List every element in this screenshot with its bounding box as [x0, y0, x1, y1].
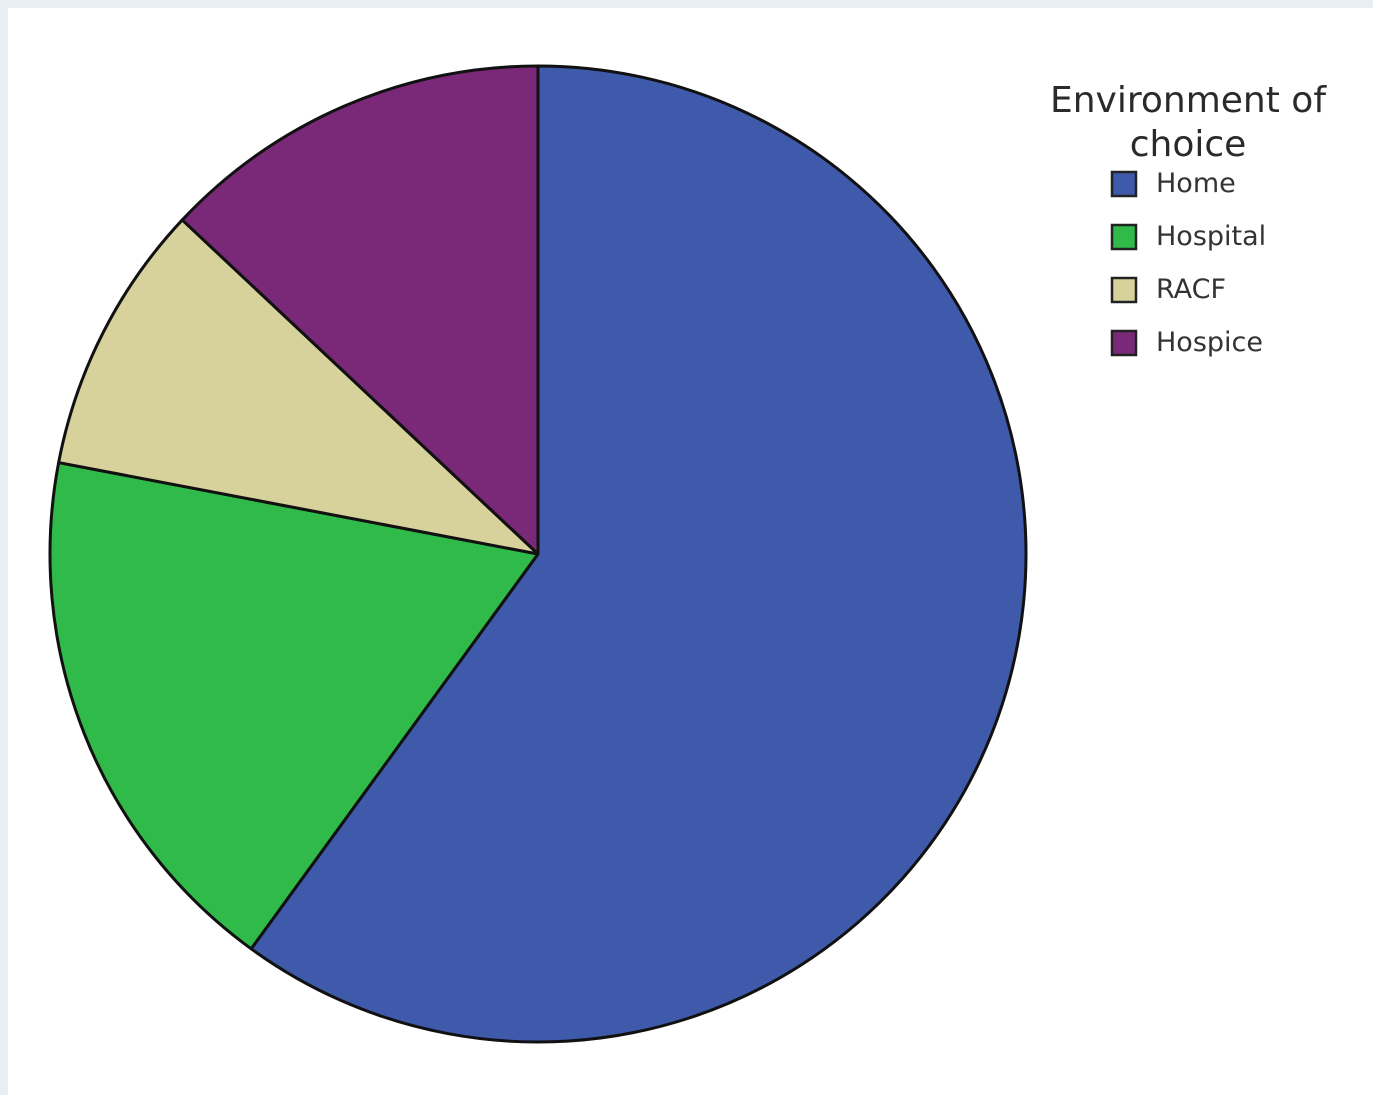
pie-slice-hospice	[180, 64, 540, 556]
pie-chart: Environment of choice HomeHospitalRACFHo…	[48, 64, 1327, 1044]
legend-label-hospice: Hospice	[1156, 327, 1263, 358]
legend-swatch-racf	[1110, 276, 1138, 304]
pie-slices	[48, 64, 1028, 1044]
legend-label-racf: RACF	[1156, 274, 1226, 305]
legend-title-line-1: Environment of	[1050, 80, 1327, 121]
legend-swatch-home	[1110, 170, 1138, 198]
legend-item-hospice: Hospice	[1110, 327, 1263, 358]
legend-title-line-2: choice	[1130, 124, 1247, 165]
legend-swatch-hospital	[1110, 223, 1138, 251]
legend-item-racf: RACF	[1110, 274, 1226, 305]
pie-slice-home	[249, 64, 1028, 1044]
legend-items: Home Hospital RACF Hospice	[1110, 168, 1266, 358]
legend: Environment of choice HomeHospitalRACFHo…	[1050, 80, 1327, 358]
pie-slice-hospital	[48, 461, 540, 951]
legend-label-hospital: Hospital	[1156, 221, 1266, 252]
legend-item-hospital: Hospital	[1110, 221, 1266, 252]
legend-label-home: Home	[1156, 168, 1236, 199]
pie-slice-racf	[57, 218, 540, 556]
legend-swatch-hospice	[1110, 329, 1138, 357]
chart-frame: Environment of choice Home Hospital RACF Ho…	[8, 8, 1373, 1095]
legend-item-home: Home	[1110, 168, 1236, 199]
